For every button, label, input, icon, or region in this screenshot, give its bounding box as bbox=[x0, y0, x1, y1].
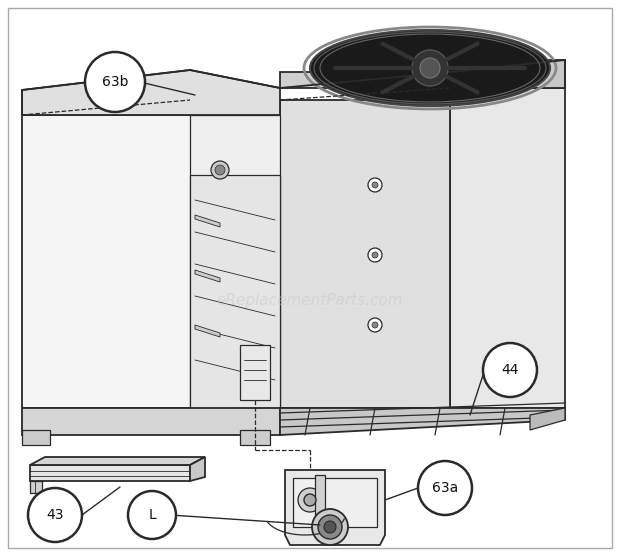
Polygon shape bbox=[530, 408, 565, 430]
Circle shape bbox=[304, 494, 316, 506]
Polygon shape bbox=[30, 465, 190, 481]
Circle shape bbox=[215, 165, 225, 175]
Polygon shape bbox=[240, 345, 270, 400]
Ellipse shape bbox=[310, 30, 550, 106]
Polygon shape bbox=[22, 115, 280, 408]
Circle shape bbox=[85, 52, 145, 112]
Polygon shape bbox=[280, 72, 450, 88]
Polygon shape bbox=[315, 475, 325, 520]
Circle shape bbox=[368, 318, 382, 332]
Circle shape bbox=[372, 182, 378, 188]
Circle shape bbox=[483, 343, 537, 397]
Polygon shape bbox=[30, 481, 42, 493]
Text: 44: 44 bbox=[501, 363, 519, 377]
Circle shape bbox=[318, 515, 342, 539]
Text: 43: 43 bbox=[46, 508, 64, 522]
Circle shape bbox=[420, 58, 440, 78]
Polygon shape bbox=[22, 430, 50, 445]
Circle shape bbox=[28, 488, 82, 542]
Polygon shape bbox=[280, 100, 450, 408]
Polygon shape bbox=[190, 115, 280, 408]
Polygon shape bbox=[293, 478, 377, 527]
Polygon shape bbox=[190, 457, 205, 481]
Polygon shape bbox=[285, 470, 385, 545]
Polygon shape bbox=[195, 325, 220, 337]
Polygon shape bbox=[240, 430, 270, 445]
Circle shape bbox=[312, 509, 348, 545]
Circle shape bbox=[211, 161, 229, 179]
Circle shape bbox=[372, 252, 378, 258]
Polygon shape bbox=[280, 408, 565, 435]
Polygon shape bbox=[195, 215, 220, 227]
Circle shape bbox=[412, 50, 448, 86]
Circle shape bbox=[368, 248, 382, 262]
Polygon shape bbox=[190, 115, 280, 408]
Text: 63b: 63b bbox=[102, 75, 128, 89]
Circle shape bbox=[418, 461, 472, 515]
Circle shape bbox=[368, 178, 382, 192]
Text: L: L bbox=[148, 508, 156, 522]
Circle shape bbox=[128, 491, 176, 539]
Polygon shape bbox=[22, 70, 280, 115]
Text: 63a: 63a bbox=[432, 481, 458, 495]
Polygon shape bbox=[195, 270, 220, 282]
Circle shape bbox=[324, 521, 336, 533]
Circle shape bbox=[372, 322, 378, 328]
Polygon shape bbox=[450, 60, 565, 88]
Polygon shape bbox=[22, 408, 280, 435]
Polygon shape bbox=[30, 457, 205, 465]
Circle shape bbox=[298, 488, 322, 512]
Polygon shape bbox=[190, 175, 280, 408]
Polygon shape bbox=[450, 88, 565, 408]
Text: eReplacementParts.com: eReplacementParts.com bbox=[216, 292, 404, 307]
